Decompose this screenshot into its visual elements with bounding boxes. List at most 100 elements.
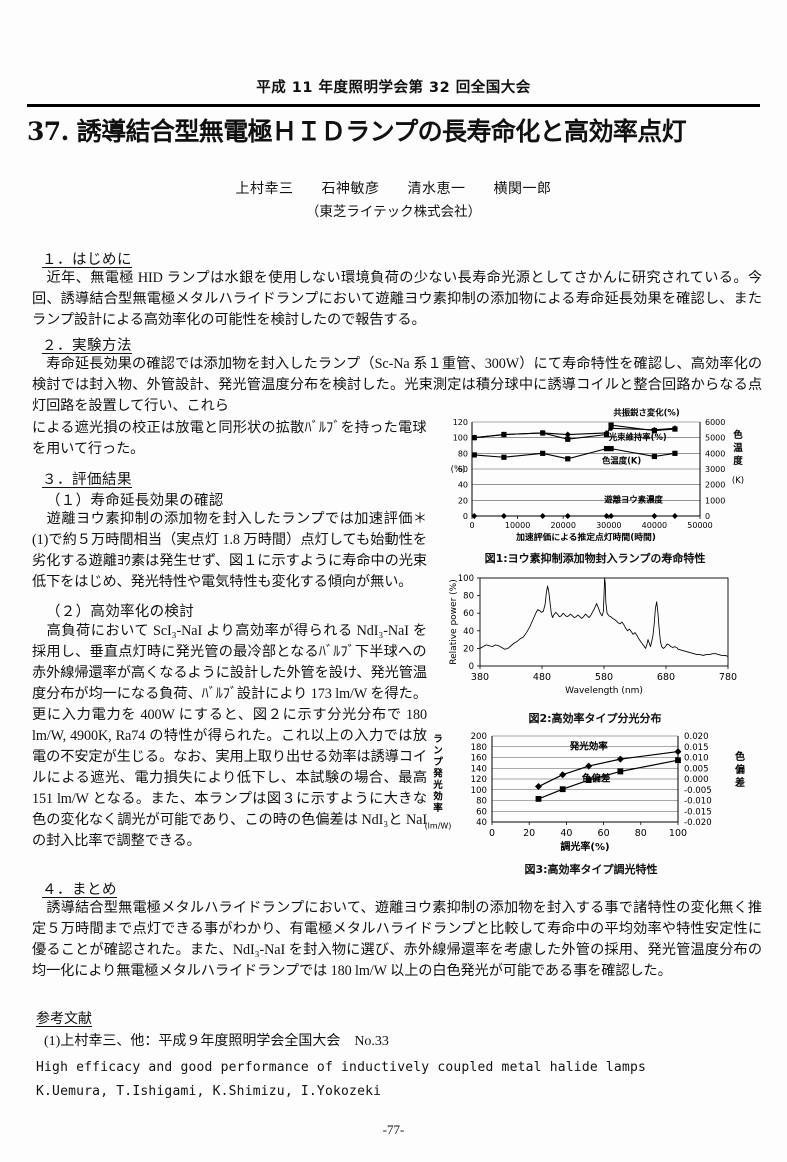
section-heading-2: ２．実験方法 — [42, 338, 132, 354]
y-tick-right: 2000 — [705, 481, 725, 490]
y-tick-right: 0.005 — [684, 764, 709, 774]
data-marker — [675, 757, 681, 764]
x-tick-label: 680 — [657, 672, 675, 683]
y-axis-unit-right: (K) — [732, 476, 744, 486]
data-marker — [672, 450, 678, 456]
author-4: 横関一郎 — [493, 182, 552, 197]
y-tick-label: 60 — [463, 609, 474, 619]
author-1: 上村幸三 — [235, 182, 294, 197]
data-marker — [471, 435, 477, 441]
y-axis-label-right: 度 — [733, 455, 743, 467]
data-marker — [501, 454, 507, 460]
figure-2-caption: 図2:高効率タイプ分光分布 — [528, 712, 662, 725]
series-label: 色温度(K) — [602, 456, 641, 466]
y-tick-left: 60 — [458, 465, 468, 474]
data-marker — [671, 513, 678, 519]
data-marker — [559, 786, 566, 793]
author-3: 清水恵一 — [407, 182, 466, 197]
y-tick-left: 120 — [453, 418, 468, 427]
figure-3: 40 60 80 100 120 140 160 180 200 0.020 0.015 0.010 0… — [420, 726, 762, 877]
data-marker — [674, 748, 682, 756]
y-tick-left: 140 — [471, 764, 487, 774]
data-marker — [565, 456, 571, 462]
data-marker — [500, 513, 507, 519]
y-tick-right: -0.015 — [684, 807, 712, 817]
data-marker — [564, 431, 571, 438]
header-divider — [27, 104, 760, 107]
y-axis-label-right: 色 — [735, 750, 745, 763]
series-label: 光束維持率(%) — [608, 432, 667, 442]
series-label: 共振鋭さ変化(%) — [613, 408, 679, 418]
data-marker — [616, 755, 624, 763]
data-marker — [617, 768, 624, 775]
x-tick-label: 40000 — [642, 521, 667, 530]
y-tick-right: 0.015 — [684, 743, 709, 753]
y-axis-label-right: 温 — [733, 442, 743, 454]
section-heading-4: ４．まとめ — [42, 882, 117, 898]
data-marker — [672, 426, 678, 432]
figure-2: 0 20 40 60 80 100 380 480 580 680 780 Wavelength (n… — [428, 568, 762, 726]
y-tick-left: 100 — [471, 786, 487, 796]
y-tick-right: 0.000 — [684, 775, 709, 785]
page-title: 37. 誘導結合型無電極ＨＩＤランプの長寿命化と高効率点灯 — [27, 117, 687, 146]
data-marker — [608, 513, 615, 519]
x-tick-label: 40 — [560, 828, 572, 839]
data-marker — [471, 452, 477, 458]
y-tick-label: 0 — [469, 662, 474, 672]
y-tick-left: 120 — [471, 775, 487, 785]
y-axis-label-left: プ — [433, 756, 443, 768]
section-3-1-body: 遊離ヨウ素抑制の添加物を封入したランプでは加速評価＊(1)で約５万時間相当（実点… — [32, 511, 427, 590]
data-marker — [608, 422, 614, 428]
series-label: 発光効率 — [569, 740, 609, 752]
data-marker — [585, 762, 593, 770]
x-tick-label: 380 — [471, 672, 489, 683]
y-tick-left: 20 — [458, 496, 468, 505]
section-2-body: 寿命延長効果の確認では添加物を封入したランプ（Sc-Na 系１重管、300W）に… — [32, 356, 762, 414]
y-axis-label-left: 率 — [433, 802, 443, 814]
y-tick-left: 80 — [458, 449, 468, 458]
section-3-2-body: 高負荷において ScI₃-NaI より高効率が得られる NdI₃-NaI を採用… — [32, 623, 427, 849]
x-tick-label: 80 — [635, 828, 647, 839]
subsection-heading-3-1: （１）寿命延長効果の確認 — [46, 493, 224, 509]
data-marker — [651, 428, 657, 434]
y-tick-label: 20 — [463, 644, 474, 654]
x-tick-label: 10000 — [505, 521, 530, 530]
y-axis-label-left: 光 — [432, 779, 443, 791]
affiliation: （東芝ライテック株式会社） — [305, 204, 482, 219]
y-tick-right: 6000 — [705, 418, 725, 427]
english-title: High efficacy and good performance of in… — [36, 1060, 647, 1075]
data-marker — [651, 453, 657, 460]
data-marker — [471, 513, 478, 519]
x-tick-label: 30000 — [596, 521, 621, 530]
section-2-body-cont: による遮光損の校正は放電と同形状の拡散ﾊﾞﾙﾌﾞを持った電球を用いて行った。 — [32, 420, 427, 457]
figure-1: 0 20 40 60 80 100 120 0 1000 2000 3000 4000 5000 6000… — [428, 408, 762, 566]
y-tick-right: 3000 — [705, 465, 725, 474]
y-tick-left: 160 — [471, 754, 487, 764]
y-tick-label: 80 — [463, 592, 474, 602]
y-tick-right: -0.005 — [684, 786, 712, 796]
y-tick-right: -0.010 — [684, 797, 712, 807]
x-tick-label: 100 — [669, 828, 687, 839]
page-number: -77- — [382, 1122, 405, 1137]
y-tick-left: 40 — [476, 818, 487, 828]
y-tick-left: 200 — [471, 732, 487, 742]
data-marker — [540, 450, 546, 456]
data-marker — [564, 513, 571, 519]
y-tick-left: 0 — [463, 512, 468, 521]
data-marker — [535, 795, 542, 802]
y-axis-label-right: 色 — [733, 429, 743, 441]
data-marker — [585, 777, 592, 783]
y-tick-left: 60 — [476, 807, 487, 817]
author-2: 石神敏彦 — [321, 182, 380, 197]
data-series-line — [474, 424, 675, 440]
series-label: 遊離ヨウ素濃度 — [604, 495, 663, 505]
y-tick-left: 180 — [471, 743, 487, 753]
data-marker — [559, 771, 567, 779]
figure-3-caption: 図3:高効率タイプ調光特性 — [524, 863, 658, 876]
y-axis-label-right: 差 — [735, 776, 745, 789]
data-marker — [608, 446, 614, 452]
data-marker — [651, 513, 658, 519]
y-tick-left: 80 — [476, 797, 487, 807]
y-tick-right: 0 — [705, 512, 710, 521]
